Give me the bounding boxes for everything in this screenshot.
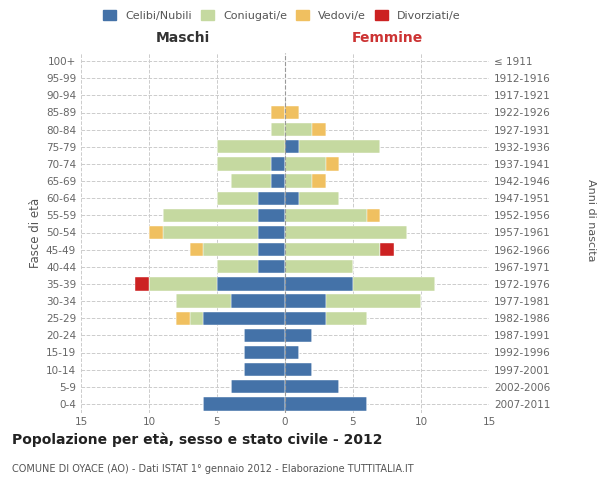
Bar [285,174,312,188]
Bar [271,106,285,119]
Bar [163,208,258,222]
Legend: Celibi/Nubili, Coniugati/e, Vedovi/e, Divorziati/e: Celibi/Nubili, Coniugati/e, Vedovi/e, Di… [99,6,465,25]
Bar [217,157,271,170]
Text: Anni di nascita: Anni di nascita [586,179,596,261]
Bar [230,294,285,308]
Bar [244,363,285,376]
Bar [285,328,312,342]
Bar [217,260,258,274]
Bar [203,397,285,410]
Bar [299,192,340,205]
Bar [285,380,340,394]
Text: Femmine: Femmine [352,32,422,46]
Bar [285,243,380,256]
Bar [217,192,258,205]
Bar [271,174,285,188]
Bar [217,277,285,290]
Bar [203,312,285,325]
Bar [190,243,203,256]
Bar [326,294,421,308]
Y-axis label: Fasce di età: Fasce di età [29,198,42,268]
Bar [380,243,394,256]
Bar [271,157,285,170]
Bar [285,277,353,290]
Text: Maschi: Maschi [156,32,210,46]
Bar [258,226,285,239]
Bar [230,174,271,188]
Bar [299,140,380,153]
Bar [176,294,230,308]
Bar [285,192,299,205]
Bar [367,208,380,222]
Bar [258,260,285,274]
Bar [258,208,285,222]
Bar [312,123,326,136]
Bar [285,208,367,222]
Bar [190,312,203,325]
Bar [230,380,285,394]
Bar [312,174,326,188]
Bar [217,140,285,153]
Bar [258,243,285,256]
Bar [285,294,326,308]
Bar [285,363,312,376]
Bar [285,312,326,325]
Text: Popolazione per età, sesso e stato civile - 2012: Popolazione per età, sesso e stato civil… [12,432,383,447]
Text: COMUNE DI OYACE (AO) - Dati ISTAT 1° gennaio 2012 - Elaborazione TUTTITALIA.IT: COMUNE DI OYACE (AO) - Dati ISTAT 1° gen… [12,464,413,474]
Bar [285,106,299,119]
Bar [353,277,434,290]
Bar [203,243,258,256]
Bar [149,226,163,239]
Bar [176,312,190,325]
Bar [285,140,299,153]
Bar [285,226,407,239]
Bar [136,277,149,290]
Bar [149,277,217,290]
Bar [285,346,299,359]
Bar [285,397,367,410]
Bar [285,157,326,170]
Bar [326,312,367,325]
Bar [271,123,285,136]
Bar [285,260,353,274]
Bar [326,157,340,170]
Bar [258,192,285,205]
Bar [244,328,285,342]
Bar [163,226,258,239]
Bar [285,123,312,136]
Bar [244,346,285,359]
